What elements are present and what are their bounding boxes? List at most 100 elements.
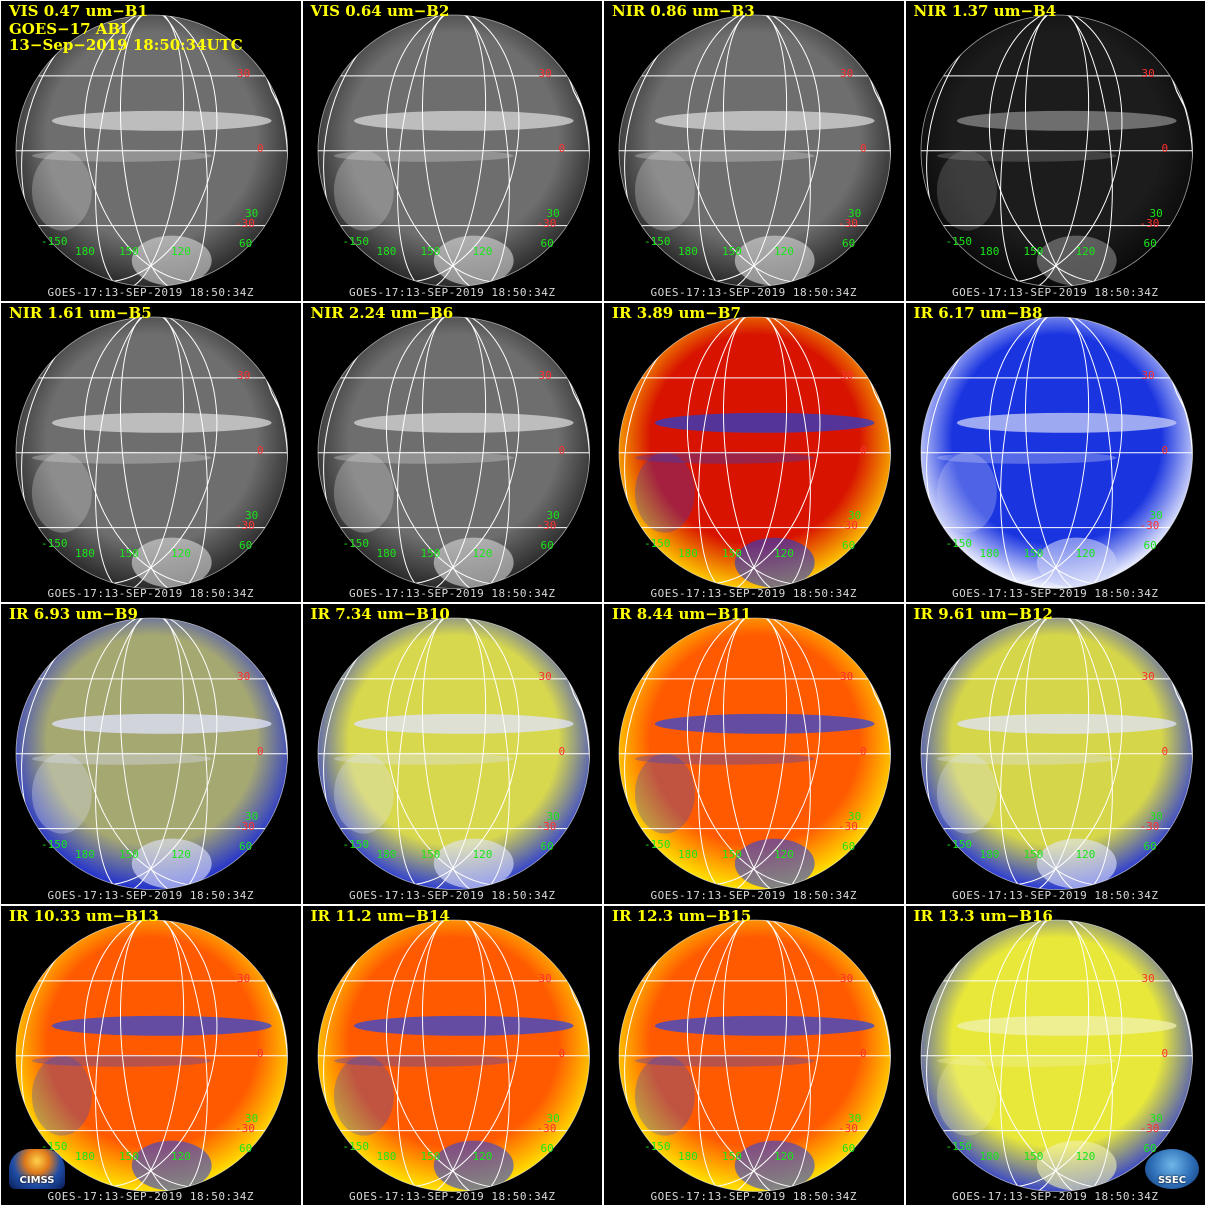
longitude-label: 30 <box>848 207 862 220</box>
longitude-label: 120 <box>472 1149 493 1163</box>
longitude-label: 60 <box>842 538 856 552</box>
latitude-label: 30 <box>237 368 251 382</box>
image-stamp: GOES-17:13-SEP-2019 18:50:34Z <box>47 285 255 299</box>
longitude-label: 150 <box>1023 1149 1044 1163</box>
globe-image <box>618 316 891 589</box>
longitude-label: 180 <box>75 245 95 258</box>
latitude-label: 0 <box>257 443 264 457</box>
longitude-label: 120 <box>171 546 191 560</box>
longitude-label: -150 <box>945 1139 973 1153</box>
longitude-label: 120 <box>774 245 794 258</box>
latitude-label: 0 <box>558 142 566 155</box>
latitude-label: -30 <box>838 217 858 230</box>
band-panel: NIR 0.86 um−B3 30 0 -30 30 -150 180 150 120 60 GOE… <box>604 1 904 301</box>
longitude-label: -150 <box>41 235 68 248</box>
longitude-label: 30 <box>848 1111 862 1125</box>
band-panel: IR 7.34 um−B10 30 0 -30 30 -150 180 150 120 60 GOE… <box>302 604 602 904</box>
longitude-label: 30 <box>1149 207 1163 220</box>
ssec-logo: SSEC <box>1145 1149 1199 1189</box>
longitude-label: -150 <box>342 1139 370 1153</box>
longitude-label: 120 <box>472 546 493 560</box>
longitude-label: 150 <box>119 1149 139 1163</box>
longitude-label: 180 <box>376 1149 397 1163</box>
image-stamp: GOES-17:13-SEP-2019 18:50:34Z <box>348 1190 556 1203</box>
longitude-label: 180 <box>979 1149 1000 1163</box>
latitude-label: 30 <box>840 67 854 80</box>
globe-image <box>317 316 590 589</box>
longitude-label: -150 <box>41 536 68 550</box>
band-panel: NIR 1.37 um−B4 30 0 -30 30 -150 180 150 120 60 GOE… <box>905 1 1205 301</box>
latitude-label: 30 <box>840 368 854 382</box>
band-title: VIS 0.47 um−B1 <box>9 2 148 20</box>
longitude-label: 180 <box>678 245 698 258</box>
longitude-label: 150 <box>119 245 139 258</box>
image-stamp: GOES-17:13-SEP-2019 18:50:34Z <box>951 888 1159 902</box>
longitude-label: 180 <box>376 848 397 861</box>
latitude-label: 30 <box>538 971 552 985</box>
band-panel: NIR 2.24 um−B6 30 0 -30 30 -150 180 150 120 60 GOE… <box>302 302 602 602</box>
band-title: VIS 0.64 um−B2 <box>310 2 450 20</box>
longitude-label: 180 <box>376 546 397 560</box>
image-stamp: GOES-17:13-SEP-2019 18:50:34Z <box>650 587 858 600</box>
longitude-label: -150 <box>41 838 68 851</box>
latitude-label: 0 <box>257 745 264 758</box>
globe-image <box>15 14 288 287</box>
latitude-label: 0 <box>257 142 264 155</box>
longitude-label: 60 <box>239 840 253 853</box>
band-title: IR 13.3 um−B16 <box>913 906 1053 925</box>
band-panel: IR 3.89 um−B7 30 0 -30 30 -150 180 150 120 60 GOES… <box>604 302 904 602</box>
latitude-label: -30 <box>1139 1121 1160 1135</box>
latitude-label: 0 <box>860 142 867 155</box>
longitude-label: 150 <box>119 848 139 861</box>
latitude-label: -30 <box>235 1121 255 1135</box>
longitude-label: -150 <box>342 536 370 550</box>
longitude-label: -150 <box>342 235 370 248</box>
latitude-label: -30 <box>1139 518 1160 532</box>
latitude-label: 30 <box>1141 670 1155 683</box>
longitude-label: 150 <box>420 245 441 258</box>
longitude-label: 30 <box>546 1111 560 1125</box>
longitude-label: 60 <box>540 538 554 552</box>
longitude-label: 150 <box>1023 546 1044 560</box>
longitude-label: 120 <box>171 245 191 258</box>
longitude-label: 120 <box>774 546 794 560</box>
band-panel: IR 10.33 um−B13 30 0 -30 30 -150 180 150 120 60 GO… <box>1 905 301 1205</box>
image-header: GOES−17 ABI 13−Sep−2019 18:50:34UTC <box>9 21 243 53</box>
longitude-label: 30 <box>1149 810 1163 823</box>
longitude-label: -150 <box>644 235 671 248</box>
longitude-label: 120 <box>171 848 191 861</box>
longitude-label: 150 <box>1023 245 1044 258</box>
band-panel: IR 11.2 um−B14 30 0 -30 30 -150 180 150 120 60 GOE… <box>302 905 602 1205</box>
image-stamp: GOES-17:13-SEP-2019 18:50:34Z <box>348 285 556 299</box>
latitude-label: 30 <box>840 971 854 985</box>
longitude-label: 30 <box>245 1111 259 1125</box>
latitude-label: 0 <box>1161 142 1169 155</box>
latitude-label: -30 <box>1139 217 1160 230</box>
globe-image <box>920 617 1193 890</box>
image-stamp: GOES-17:13-SEP-2019 18:50:34Z <box>47 587 255 600</box>
image-stamp: GOES-17:13-SEP-2019 18:50:34Z <box>951 285 1159 299</box>
globe-image <box>15 316 288 589</box>
latitude-label: 0 <box>1161 745 1169 758</box>
longitude-label: 120 <box>1075 245 1096 258</box>
image-stamp: GOES-17:13-SEP-2019 18:50:34Z <box>650 285 858 299</box>
longitude-label: 60 <box>239 1141 253 1155</box>
globe-image <box>317 919 590 1192</box>
longitude-label: -150 <box>342 838 370 851</box>
longitude-label: 120 <box>1075 1149 1096 1163</box>
longitude-label: 120 <box>774 848 794 861</box>
latitude-label: 30 <box>840 670 854 683</box>
longitude-label: 150 <box>722 848 742 861</box>
band-title: NIR 1.37 um−B4 <box>913 2 1057 20</box>
latitude-label: 30 <box>1141 971 1155 985</box>
band-title: NIR 1.61 um−B5 <box>9 303 152 322</box>
longitude-label: 60 <box>1143 1141 1157 1155</box>
longitude-label: 30 <box>245 207 259 220</box>
longitude-label: 120 <box>472 245 493 258</box>
timestamp-label: 13−Sep−2019 18:50:34UTC <box>9 36 243 54</box>
longitude-label: 150 <box>1023 848 1044 861</box>
longitude-label: 60 <box>540 237 554 250</box>
longitude-label: 60 <box>540 1141 554 1155</box>
longitude-label: 60 <box>239 538 253 552</box>
